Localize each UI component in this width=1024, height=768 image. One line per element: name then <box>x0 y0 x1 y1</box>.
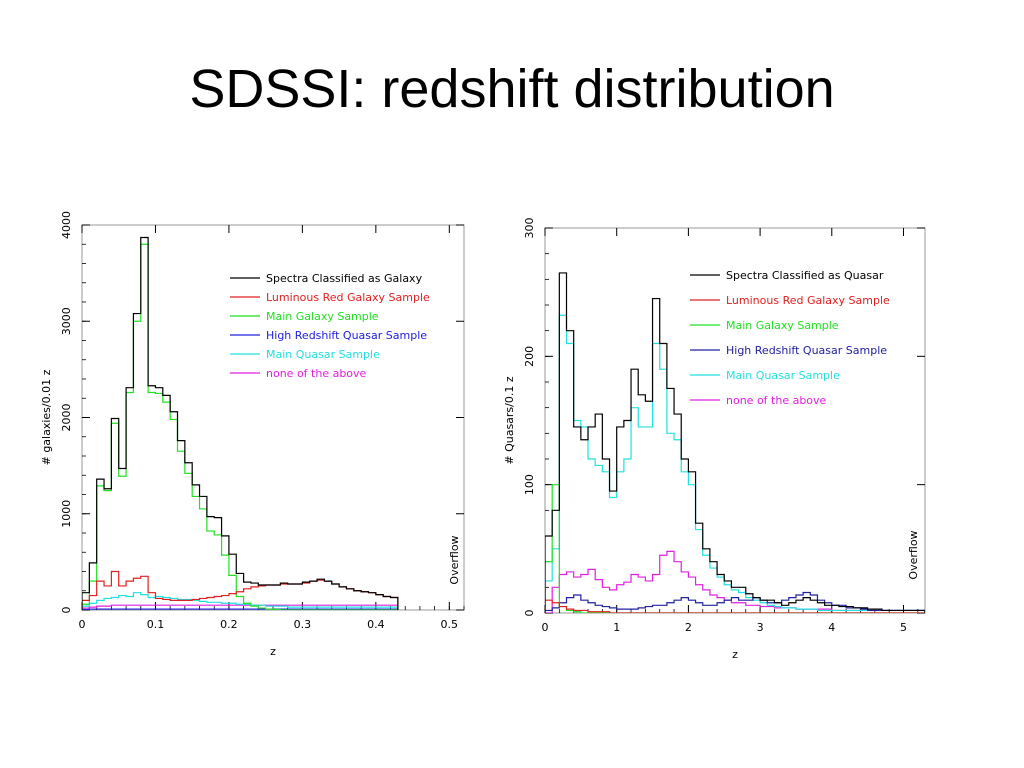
y-axis-title: # Quasars/0.1 z <box>503 376 516 465</box>
histogram-main-quasar-sample <box>82 592 399 610</box>
y-axis-title: # galaxies/0.01 z <box>40 369 53 465</box>
histogram-high-redshift-quasar-sample <box>82 608 399 610</box>
y-tick-label: 200 <box>523 346 536 367</box>
histogram-none-of-the-above <box>82 604 399 610</box>
y-tick-label: 100 <box>523 474 536 495</box>
y-tick-label: 2000 <box>60 404 73 432</box>
histogram-spectra-classified-as-galaxy <box>82 236 399 610</box>
x-tick-label: 1 <box>613 621 620 634</box>
y-tick-label: 0 <box>60 607 73 614</box>
legend-label: Main Galaxy Sample <box>726 319 839 332</box>
x-tick-label: 4 <box>828 621 835 634</box>
x-tick-label: 0.2 <box>220 618 238 631</box>
histogram-luminous-red-galaxy-sample <box>545 599 925 613</box>
x-tick-label: 0.5 <box>441 618 459 631</box>
x-tick-label: 0 <box>542 621 549 634</box>
x-tick-label: 3 <box>757 621 764 634</box>
legend-label: Main Quasar Sample <box>266 348 380 361</box>
histogram-high-redshift-quasar-sample <box>545 591 925 613</box>
legend-label: Luminous Red Galaxy Sample <box>266 291 430 304</box>
y-tick-label: 4000 <box>60 211 73 239</box>
legend-label: High Redshift Quasar Sample <box>726 344 887 357</box>
legend-label: Main Quasar Sample <box>726 369 840 382</box>
y-tick-label: 1000 <box>60 500 73 528</box>
overflow-label: Overflow <box>448 535 461 584</box>
x-tick-label: 0.1 <box>147 618 165 631</box>
galaxy-redshift-chart: 0 0.1 0.2 0.3 0.4 0.5 0 1000 2000 3000 4000 z # gala… <box>40 211 465 658</box>
histogram-main-galaxy-sample <box>82 243 398 610</box>
y-tick-label: 3000 <box>60 307 73 335</box>
overflow-label: Overflow <box>907 530 920 579</box>
legend-label: Spectra Classified as Galaxy <box>266 272 423 285</box>
x-tick-label: 2 <box>685 621 692 634</box>
legend-label: none of the above <box>266 367 367 380</box>
x-tick-label: 5 <box>900 621 907 634</box>
histogram-none-of-the-above <box>545 550 925 613</box>
x-axis-title: z <box>270 645 276 658</box>
legend-label: Spectra Classified as Quasar <box>726 269 884 282</box>
legend-label: none of the above <box>726 394 827 407</box>
slide-title: SDSSI: redshift distribution <box>189 59 835 119</box>
legend-label: High Redshift Quasar Sample <box>266 329 427 342</box>
x-tick-label: 0.3 <box>294 618 312 631</box>
legend-label: Main Galaxy Sample <box>266 310 379 323</box>
histogram-main-quasar-sample <box>545 314 925 613</box>
x-tick-label: 0.4 <box>367 618 385 631</box>
histogram-main-galaxy-sample <box>545 484 925 613</box>
x-axis-title: z <box>732 648 738 661</box>
x-tick-label: 0 <box>79 618 86 631</box>
histogram-spectra-classified-as-quasar <box>545 272 925 613</box>
histogram-group <box>82 236 399 610</box>
histogram-group <box>545 272 925 613</box>
y-tick-label: 300 <box>523 218 536 239</box>
y-tick-label: 0 <box>523 610 536 617</box>
legend-label: Luminous Red Galaxy Sample <box>726 294 890 307</box>
quasar-redshift-chart: 0 1 2 3 4 5 0 100 200 300 z # Quasars/0.1 z Spectra … <box>503 218 926 661</box>
